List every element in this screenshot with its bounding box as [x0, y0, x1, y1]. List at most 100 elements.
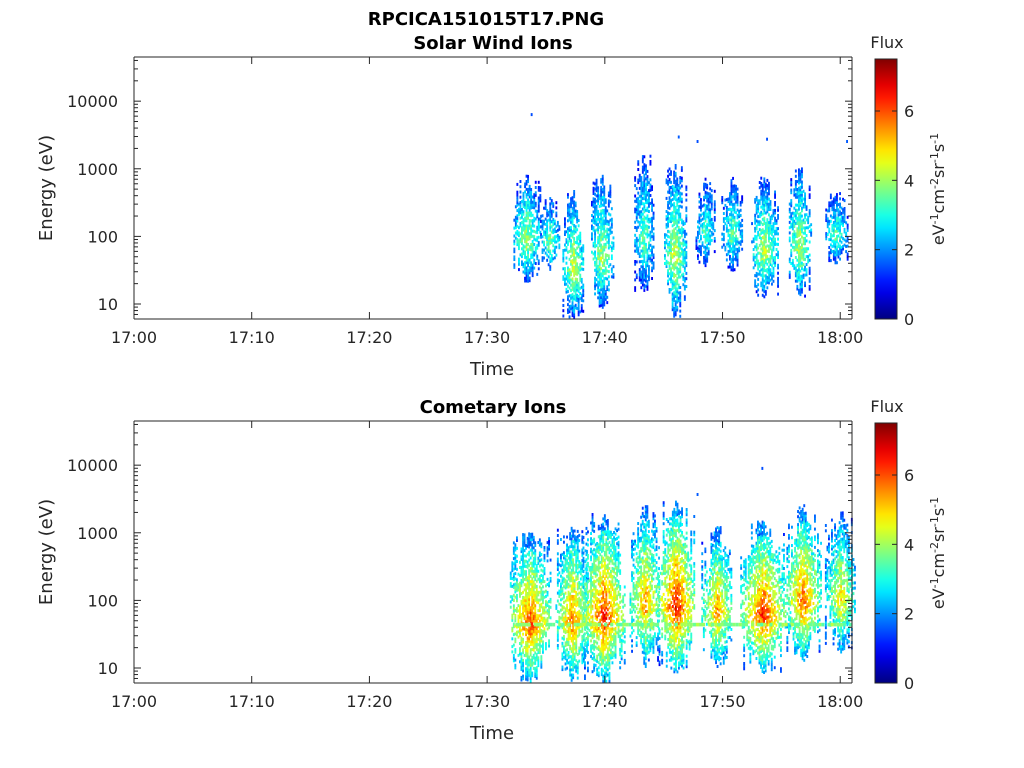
heatmap-cell — [641, 183, 644, 187]
heatmap-cell — [674, 211, 677, 215]
heatmap-cell — [534, 672, 537, 676]
heatmap-cell — [538, 609, 541, 613]
heatmap-cell — [577, 242, 580, 246]
heatmap-cell — [521, 200, 523, 204]
heatmap-cell — [794, 195, 797, 199]
heatmap-cell — [676, 208, 679, 212]
heatmap-cell — [528, 187, 531, 191]
heatmap-cell — [736, 221, 739, 225]
heatmap-cell — [831, 234, 834, 238]
heatmap-cell — [582, 283, 585, 287]
heatmap-cell — [576, 587, 579, 591]
heatmap-cell — [576, 663, 579, 667]
heatmap-cell — [573, 634, 576, 638]
heatmap-cell — [512, 567, 515, 571]
heatmap-cell — [574, 295, 577, 299]
heatmap-cell — [808, 253, 811, 257]
heatmap-cell — [577, 287, 580, 291]
heatmap-cell — [757, 293, 760, 297]
heatmap-cell — [564, 282, 566, 286]
heatmap-cell — [671, 282, 674, 285]
heatmap-cell — [761, 257, 764, 261]
heatmap-cell — [519, 185, 522, 189]
heatmap-cell — [676, 298, 679, 301]
heatmap-cell — [769, 218, 772, 222]
heatmap-cell — [676, 245, 679, 249]
heatmap-cell — [677, 205, 680, 208]
heatmap-cell — [764, 261, 767, 265]
heatmap-cell — [761, 254, 764, 258]
heatmap-cell — [522, 199, 525, 203]
heatmap-cell — [769, 273, 772, 277]
heatmap-cell — [739, 221, 742, 225]
heatmap-cell — [603, 222, 606, 226]
heatmap-cell — [638, 176, 641, 180]
heatmap-cell — [563, 556, 565, 560]
heatmap-cell — [548, 542, 550, 546]
heatmap-cell — [808, 196, 811, 199]
heatmap-cell — [829, 219, 832, 223]
heatmap-cell — [670, 254, 672, 258]
heatmap-cell — [843, 212, 846, 216]
heatmap-cell — [670, 233, 672, 237]
heatmap-cell — [519, 634, 521, 638]
heatmap-cell — [540, 665, 543, 669]
heatmap-cell — [522, 651, 524, 654]
heatmap-cell — [729, 249, 731, 253]
heatmap-cell — [516, 596, 518, 600]
heatmap-cell — [837, 216, 840, 220]
heatmap-cell — [514, 556, 517, 560]
heatmap-cell — [777, 242, 779, 246]
heatmap-cell — [540, 563, 543, 567]
heatmap-cell — [520, 573, 523, 577]
heatmap-cell — [667, 269, 669, 273]
heatmap-cell — [565, 246, 568, 249]
heatmap-cell — [799, 230, 802, 234]
heatmap-cell — [836, 206, 838, 210]
heatmap-cell — [533, 193, 536, 197]
heatmap-cell — [772, 261, 775, 265]
heatmap-cell — [562, 259, 565, 263]
heatmap-cell — [673, 204, 676, 208]
heatmap-cell — [546, 627, 549, 631]
heatmap-cell — [512, 572, 515, 576]
heatmap-cell — [576, 296, 579, 300]
heatmap-cell — [706, 257, 709, 261]
heatmap-cell — [609, 189, 612, 193]
heatmap-cell — [597, 199, 600, 203]
heatmap-cell — [763, 269, 766, 273]
heatmap-cell — [577, 297, 580, 301]
heatmap-cell — [802, 250, 805, 253]
heatmap-cell — [572, 652, 575, 656]
heatmap-cell — [528, 258, 531, 262]
heatmap-cell — [804, 221, 806, 225]
heatmap-cell — [591, 549, 594, 553]
heatmap-cell — [697, 233, 699, 237]
heatmap-cell — [641, 228, 644, 232]
heatmap-cell — [671, 308, 674, 312]
heatmap-cell — [790, 262, 793, 265]
heatmap-cell — [576, 550, 579, 554]
heatmap-cell — [709, 197, 712, 201]
heatmap-cell — [586, 625, 588, 629]
heatmap-cell — [528, 195, 531, 199]
heatmap-cell — [552, 244, 555, 248]
heatmap-cell — [576, 241, 579, 245]
heatmap-cell — [603, 277, 606, 281]
heatmap-cell — [574, 214, 577, 218]
heatmap-cell — [564, 610, 567, 613]
heatmap-cell — [766, 199, 769, 203]
heatmap-cell — [516, 625, 518, 629]
heatmap-cell — [794, 271, 797, 275]
heatmap-cell — [600, 243, 603, 247]
heatmap-cell — [565, 277, 568, 281]
heatmap-cell — [651, 188, 653, 191]
heatmap-cell — [652, 211, 655, 215]
heatmap-cell — [579, 239, 582, 243]
heatmap-cell — [542, 645, 544, 649]
heatmap-cell — [548, 584, 550, 588]
heatmap-cell — [597, 280, 600, 284]
heatmap-cell — [573, 255, 576, 259]
heatmap-cell — [837, 252, 840, 256]
heatmap-cell — [667, 216, 669, 220]
